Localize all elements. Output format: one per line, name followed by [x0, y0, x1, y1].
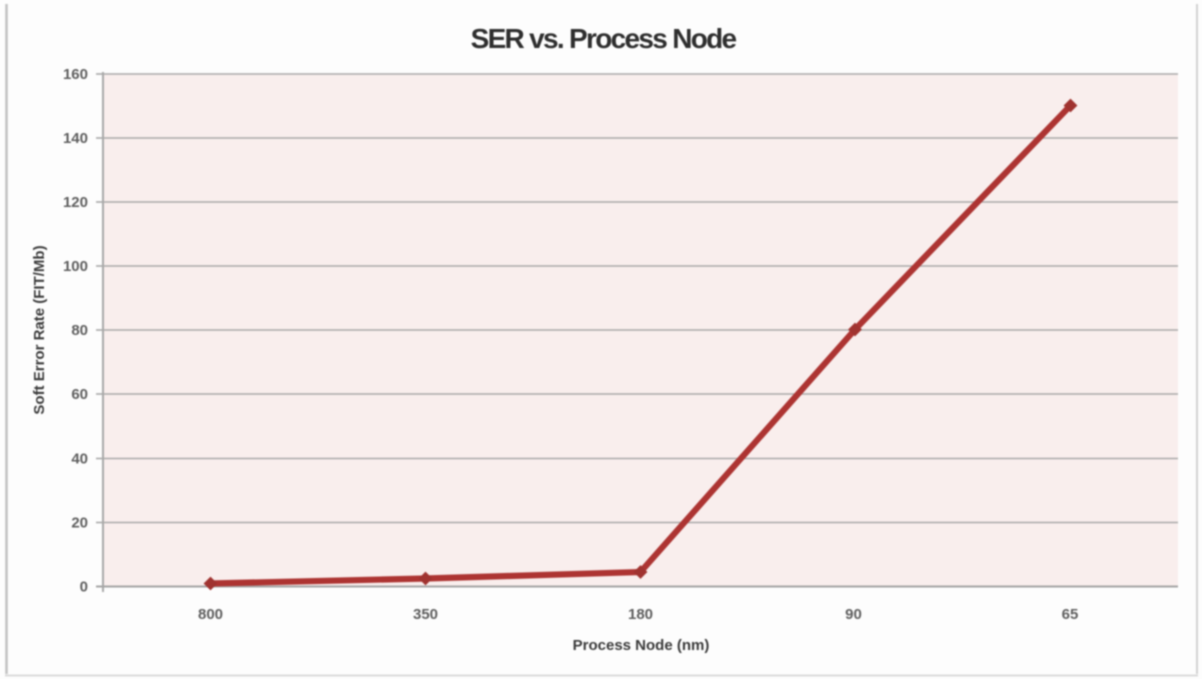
svg-text:120: 120	[63, 194, 88, 211]
svg-text:100: 100	[63, 258, 88, 275]
svg-text:180: 180	[628, 606, 653, 623]
svg-text:80: 80	[71, 322, 88, 339]
svg-text:90: 90	[845, 606, 862, 623]
svg-text:Soft Error Rate (FIT/Mb): Soft Error Rate (FIT/Mb)	[31, 245, 48, 414]
svg-text:SER vs. Process Node: SER vs. Process Node	[471, 23, 737, 54]
svg-text:60: 60	[71, 386, 88, 403]
svg-text:140: 140	[63, 130, 88, 147]
svg-text:160: 160	[63, 66, 88, 83]
svg-text:Process Node (nm): Process Node (nm)	[573, 637, 710, 654]
svg-text:65: 65	[1062, 606, 1079, 623]
svg-text:40: 40	[71, 451, 88, 468]
svg-text:0: 0	[80, 579, 88, 596]
svg-text:800: 800	[198, 606, 223, 623]
svg-text:20: 20	[71, 515, 88, 532]
svg-text:350: 350	[413, 606, 438, 623]
